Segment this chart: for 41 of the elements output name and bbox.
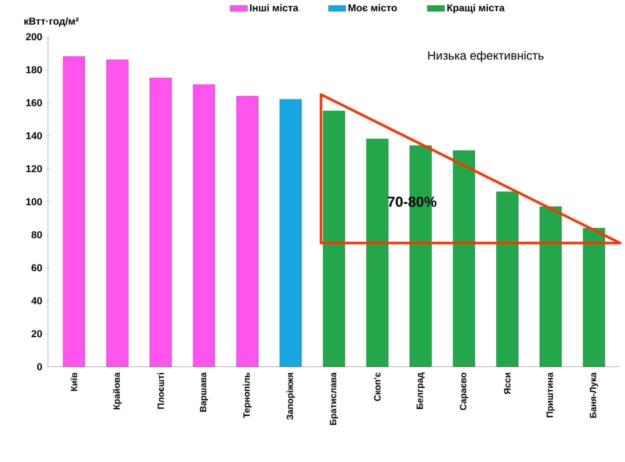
y-tick-label: 200 [26, 33, 42, 40]
y-tick-label: 160 [26, 99, 42, 106]
x-tick-label: Варшава [200, 372, 208, 412]
bar [62, 56, 86, 368]
x-tick-label: Скоп'є [374, 372, 381, 402]
x-tick-label: Тернопіль [243, 372, 252, 418]
legend-label: Кращі міста [447, 4, 505, 14]
y-tick-label: 120 [26, 165, 42, 172]
y-tick-label: 100 [26, 198, 42, 206]
x-tick-label: Сараєво [460, 372, 468, 410]
y-tick-label: 40 [31, 297, 42, 304]
bar [280, 99, 302, 368]
bar [192, 84, 216, 368]
y-tick-label: 0 [37, 363, 42, 370]
bar [452, 150, 476, 368]
annotation: Низька ефективність [428, 51, 544, 62]
y-axis-title: кВтт·год/м² [24, 17, 79, 27]
bar [582, 228, 606, 368]
x-tick-label: Приштина [546, 372, 555, 418]
bar [106, 60, 128, 368]
x-tick-label: Плоєшті [157, 373, 164, 409]
y-tick-label: 180 [26, 66, 42, 74]
y-tick-label: 20 [32, 330, 42, 338]
legend-label: Моє місто [348, 4, 397, 12]
bar [236, 96, 258, 368]
legend-label: Інші міста [250, 4, 298, 12]
bar [322, 110, 346, 368]
bar [540, 206, 562, 368]
x-tick-label: Белград [416, 372, 425, 410]
bar [366, 138, 388, 368]
bar [150, 78, 172, 368]
x-tick-label: Ясси [504, 373, 510, 394]
x-tick-label: Запоріжжя [286, 373, 295, 420]
y-tick-label: 140 [26, 132, 42, 140]
x-tick-label: Баня-Лука [590, 372, 598, 418]
y-tick-label: 80 [32, 231, 42, 238]
x-tick-label: Київ [70, 372, 78, 392]
x-tick-label: Крайова [113, 372, 122, 410]
y-tick-label: 60 [32, 264, 42, 272]
x-tick-label: Братислава [330, 372, 338, 425]
bar [496, 192, 518, 368]
